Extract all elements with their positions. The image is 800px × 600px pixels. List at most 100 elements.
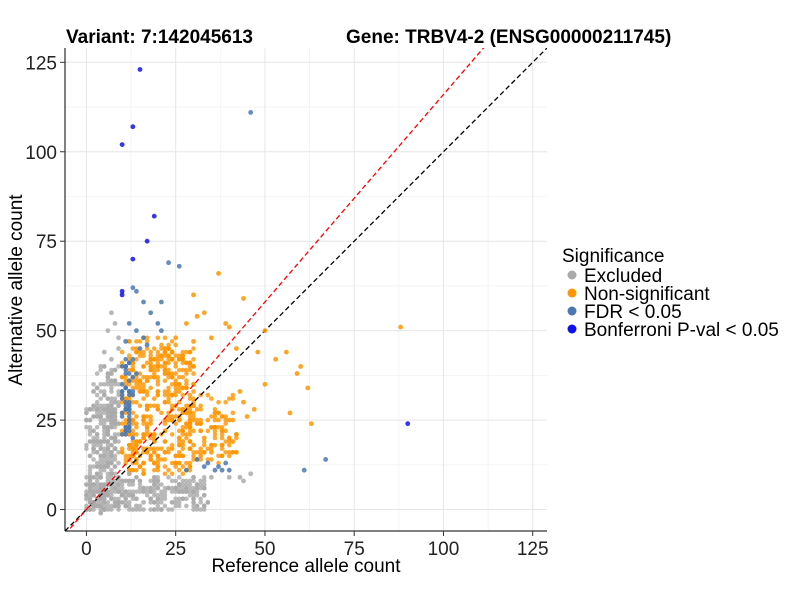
cloud-point [201, 482, 207, 487]
cloud-point [112, 424, 118, 430]
cloud-point [151, 356, 157, 362]
cloud-point [123, 500, 128, 505]
cloud-point [155, 500, 161, 505]
cloud-point [109, 460, 114, 466]
cloud-point [151, 432, 157, 437]
cloud-point [198, 449, 203, 455]
data-point [87, 507, 93, 512]
cloud-point [126, 442, 132, 448]
cloud-point [191, 489, 196, 494]
cloud-point [162, 392, 168, 398]
cloud-point [130, 364, 136, 369]
cloud-point [98, 475, 104, 480]
cloud-point [119, 446, 125, 452]
cloud-point [91, 442, 96, 448]
x-tick-label: 50 [254, 539, 275, 560]
cloud-point [151, 435, 157, 441]
data-point [123, 399, 129, 405]
cloud-point [98, 414, 104, 419]
cloud-point [180, 453, 186, 459]
cloud-point [141, 446, 146, 452]
y-tick-label: 125 [25, 53, 57, 74]
cloud-point [101, 389, 107, 394]
cloud-point [187, 482, 193, 487]
cloud-point [91, 428, 96, 434]
cloud-point [201, 478, 207, 484]
cloud-point [151, 374, 157, 380]
cloud-point [98, 489, 104, 494]
cloud-point [144, 449, 150, 455]
cloud-point [173, 392, 178, 398]
cloud-point [155, 485, 161, 491]
cloud-point [109, 367, 114, 373]
cloud-point [137, 385, 143, 391]
cloud-point [209, 457, 214, 462]
data-point [241, 399, 246, 405]
cloud-point [194, 503, 200, 509]
cloud-point [162, 449, 168, 455]
data-point [126, 406, 132, 412]
cloud-point [84, 446, 89, 452]
cloud-point [144, 378, 150, 384]
cloud-point [123, 374, 128, 380]
cloud-point [130, 496, 136, 502]
cloud-point [94, 399, 100, 405]
x-tick-label: 125 [517, 539, 549, 560]
cloud-point [187, 414, 193, 419]
cloud-point [201, 449, 207, 455]
cloud-point [134, 349, 139, 355]
data-point [208, 449, 214, 455]
data-point [212, 424, 218, 430]
cloud-point [130, 467, 136, 473]
cloud-point [187, 360, 193, 366]
cloud-point [194, 482, 200, 487]
cloud-point [176, 485, 182, 491]
cloud-point [144, 421, 150, 426]
cloud-point [162, 349, 168, 355]
data-points [84, 67, 411, 516]
cloud-point [109, 414, 114, 419]
cloud-point [119, 374, 125, 380]
cloud-point [212, 410, 218, 416]
cloud-point [94, 432, 100, 437]
cloud-point [137, 389, 143, 394]
data-point [137, 464, 143, 469]
cloud-point [205, 457, 211, 462]
data-point [226, 417, 232, 423]
cloud-point [105, 500, 111, 505]
cloud-point [176, 382, 182, 387]
x-tick-label: 75 [344, 539, 365, 560]
cloud-point [112, 457, 118, 462]
cloud-point [176, 475, 182, 480]
cloud-point [194, 485, 200, 491]
cloud-point [226, 442, 232, 448]
cloud-point [184, 410, 189, 416]
cloud-point [155, 367, 161, 373]
data-point [273, 356, 279, 362]
data-point [141, 499, 146, 505]
data-point [155, 321, 161, 326]
nonsig-cloud-top [126, 335, 178, 369]
cloud-point [126, 367, 132, 373]
cloud-point [151, 467, 157, 473]
cloud-point [187, 464, 193, 469]
cloud-point [141, 421, 146, 426]
cloud-point [105, 371, 111, 376]
cloud-point [226, 449, 232, 455]
cloud-point [166, 414, 171, 419]
cloud-point [155, 460, 161, 466]
data-point [251, 406, 257, 412]
data-point [226, 467, 232, 473]
cloud-point [112, 378, 118, 384]
data-point [119, 288, 125, 294]
series-excluded [84, 310, 254, 516]
cloud-point [173, 500, 178, 505]
cloud-point [176, 407, 182, 412]
data-point [294, 371, 300, 376]
cloud-point [105, 507, 111, 512]
x-axis-label: Reference allele count [211, 556, 401, 577]
cloud-point [98, 485, 104, 491]
cloud-point [141, 385, 146, 391]
cloud-point [141, 374, 146, 380]
cloud-point [101, 496, 107, 502]
